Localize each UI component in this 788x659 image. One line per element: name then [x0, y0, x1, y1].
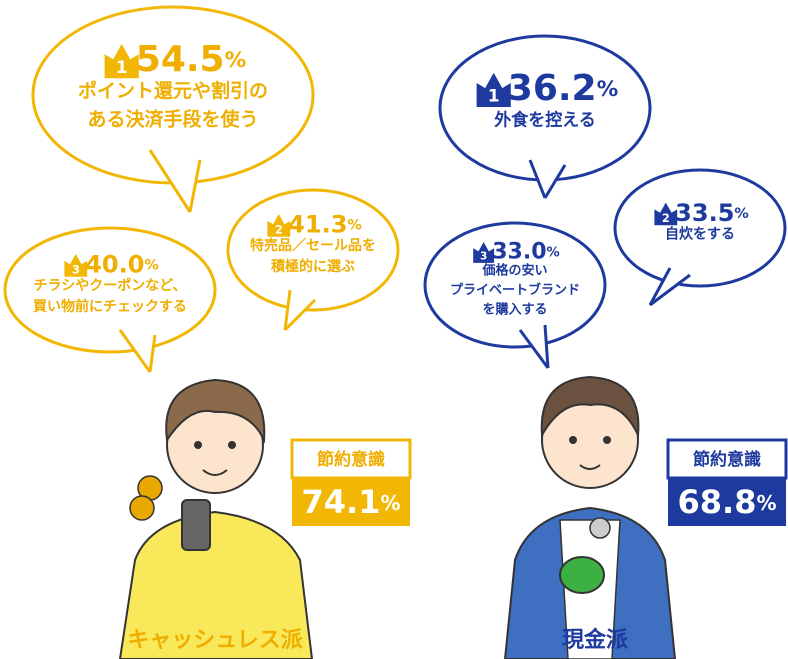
share-unit: %	[547, 245, 560, 260]
group-label: キャッシュレス派	[127, 628, 303, 653]
rank-number: 3	[72, 262, 80, 276]
item-text: 積極的に選ぶ	[270, 258, 355, 275]
cashless-person	[120, 380, 312, 659]
badge-label: 節約意識	[316, 449, 385, 470]
awareness-badge: 節約意識 74.1%	[292, 440, 410, 526]
rank-number: 1	[116, 58, 128, 78]
item-text: ある決済手段を使う	[87, 108, 258, 131]
item-text: ポイント還元や割引の	[78, 79, 268, 102]
infographic: キャッシュレス派 現金派 154.5%ポイント還元や割引のある決済手段を使う24…	[0, 0, 788, 659]
badge-unit: %	[380, 491, 400, 515]
rank-number: 1	[488, 87, 500, 107]
speech-bubble: 2 33.5% 自炊をする	[615, 170, 785, 305]
awareness-badge: 節約意識 68.8%	[668, 440, 786, 526]
item-text: 特売品／セール品を	[250, 237, 376, 254]
speech-bubble: 3 40.0% チラシやクーポンなど、買い物前にチェックする	[5, 228, 215, 372]
item-text: 価格の安い	[481, 263, 547, 279]
share-unit: %	[347, 217, 361, 233]
item-text: 外食を控える	[494, 109, 596, 130]
share-unit: %	[597, 77, 619, 102]
share-number: 54.5	[136, 39, 225, 80]
share-unit: %	[144, 257, 158, 273]
share-unit: %	[734, 206, 748, 222]
share-number: 40.0	[85, 250, 144, 278]
group-label: 現金派	[562, 627, 628, 653]
badge-label: 節約意識	[692, 449, 761, 470]
rank-number: 2	[662, 211, 670, 225]
share-number: 33.5	[675, 199, 734, 227]
badge-number: 74.1	[302, 483, 381, 521]
item-text: を購入する	[482, 302, 547, 318]
badge-number: 68.8	[678, 483, 757, 521]
rank-number: 2	[275, 222, 283, 236]
share-number: 33.0	[492, 239, 546, 264]
item-text: プライベートブランド	[450, 282, 580, 298]
item-text: 自炊をする	[665, 225, 735, 242]
badge-unit: %	[756, 491, 776, 515]
item-text: チラシやクーポンなど、	[33, 277, 186, 294]
rank-number: 3	[480, 251, 487, 263]
cash-person	[505, 377, 675, 659]
item-text: 買い物前にチェックする	[33, 298, 187, 315]
share-unit: %	[225, 48, 247, 73]
share-number: 36.2	[508, 68, 597, 109]
share-number: 41.3	[288, 210, 347, 238]
speech-bubble: 1 36.2%外食を控える	[440, 36, 650, 198]
